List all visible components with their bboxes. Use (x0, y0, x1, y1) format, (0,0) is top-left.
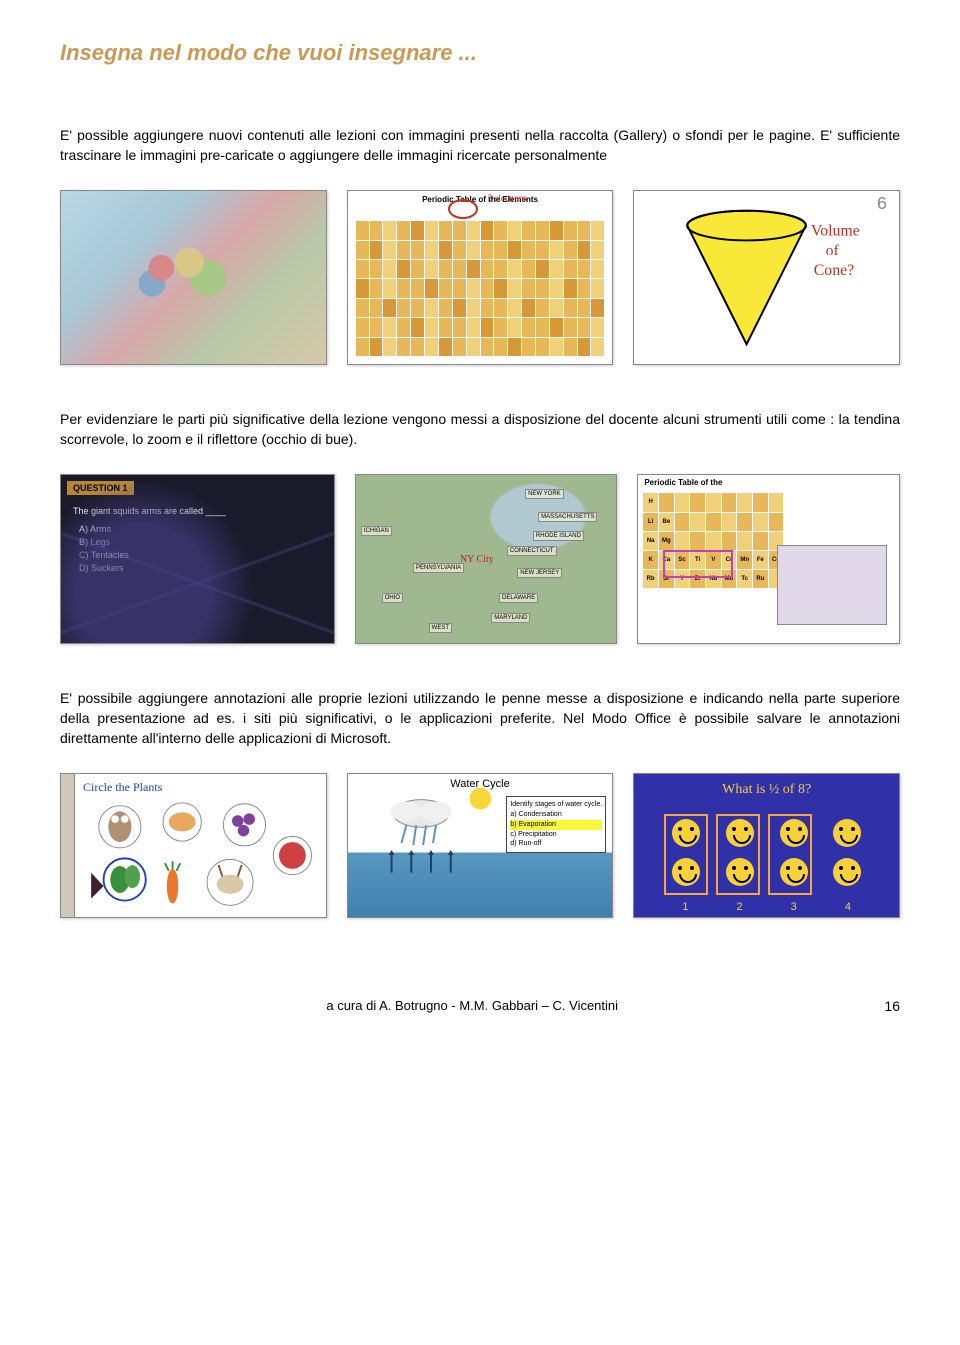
smiley-title: What is ½ of 8? (634, 782, 899, 798)
state-label: ICHIGAN (361, 526, 392, 536)
ptzoom-magnifier (777, 545, 887, 625)
smiley-grid (662, 816, 871, 889)
image-row-2: QUESTION 1 The giant squids arms are cal… (60, 474, 900, 644)
plants-title: Circle the Plants (83, 780, 162, 795)
smiley-face-icon (833, 858, 861, 886)
periodic-annot-text: 3 electrons (488, 193, 527, 203)
question-option-a: A) Arms (79, 524, 328, 534)
watercycle-legend: Identify stages of water cycle. a) Conde… (506, 796, 606, 853)
smiley-numbers: 1 2 3 4 (634, 901, 899, 913)
footer-credit: a cura di A. Botrugno - M.M. Gabbari – C… (326, 998, 618, 1013)
svg-text:6: 6 (877, 193, 887, 213)
thumb-smiley-math: What is ½ of 8? 1 2 3 4 (633, 773, 900, 918)
state-label: MARYLAND (491, 613, 530, 623)
footer-page-number: 16 (884, 998, 900, 1014)
smiley-face-icon (833, 819, 861, 847)
periodic-grid (356, 221, 605, 356)
thumb-periodic-table: Periodic Table of the Elements 3 electro… (347, 190, 614, 365)
question-option-b: B) Legs (79, 537, 328, 547)
watercycle-opt-d: d) Run-off (510, 839, 602, 849)
question-option-c: C) Tentacles (79, 550, 328, 560)
state-label: NEW YORK (525, 489, 564, 499)
page-footer: a cura di A. Botrugno - M.M. Gabbari – C… (60, 998, 900, 1013)
thumb-periodic-zoom: Periodic Table of the H LiBe NaMg KCaScT… (637, 474, 900, 644)
state-label: PENNSYLVANIA (413, 563, 464, 573)
watercycle-opt-b: b) Evaporation (510, 820, 602, 830)
smiley-face-icon (780, 858, 808, 886)
question-header: QUESTION 1 (67, 481, 134, 495)
periodic-title: Periodic Table of the Elements (348, 195, 613, 204)
svg-text:Volume: Volume (811, 223, 860, 240)
smiley-face-icon (726, 819, 754, 847)
ptzoom-highlight (663, 550, 733, 578)
plants-toolbar (61, 774, 75, 917)
image-row-1: Periodic Table of the Elements 3 electro… (60, 190, 900, 365)
image-row-3: Circle the Plants Water Cycle (60, 773, 900, 918)
paragraph-1: E' possible aggiungere nuovi contenuti a… (60, 126, 900, 165)
smiley-face-icon (726, 858, 754, 886)
periodic-circle-annot (448, 199, 478, 219)
state-label: DELAWARE (499, 593, 538, 603)
state-label: NEW JERSEY (517, 568, 562, 578)
question-prompt: The giant squids arms are called ____ (73, 506, 328, 516)
thumb-europe-map (60, 190, 327, 365)
thumb-circle-plants: Circle the Plants (60, 773, 327, 918)
state-label: RHODE ISLAND (533, 531, 584, 541)
watercycle-opt-a: a) Condensation (510, 810, 602, 820)
thumb-water-cycle: Water Cycle Identify stages of water cyc… (347, 773, 614, 918)
thumb-cone-volume: Volume of Cone? 6 (633, 190, 900, 365)
paragraph-3: E' possibile aggiungere annotazioni alle… (60, 689, 900, 748)
ptzoom-title: Periodic Table of the (644, 478, 722, 487)
smiley-face-icon (672, 858, 700, 886)
paragraph-2: Per evidenziare le parti più significati… (60, 410, 900, 449)
watercycle-box-title: Identify stages of water cycle. (510, 800, 602, 810)
page-heading: Insegna nel modo che vuoi insegnare ... (60, 40, 900, 66)
svg-text:of: of (826, 242, 840, 259)
svg-text:Cone?: Cone? (814, 262, 854, 279)
thumb-usa-map: NEW YORK MASSACHUSETTS RHODE ISLAND CONN… (355, 474, 618, 644)
smiley-face-icon (780, 819, 808, 847)
state-label: CONNECTICUT (507, 546, 557, 556)
watercycle-opt-c: c) Precipitation (510, 830, 602, 840)
thumb-quiz-question: QUESTION 1 The giant squids arms are cal… (60, 474, 335, 644)
state-label: OHIO (382, 593, 403, 603)
state-label: WEST (429, 623, 452, 633)
smiley-face-icon (672, 819, 700, 847)
question-option-d: D) Suckers (79, 563, 328, 573)
state-label: MASSACHUSETTS (538, 512, 597, 522)
ny-handwriting: NY City (460, 554, 494, 565)
